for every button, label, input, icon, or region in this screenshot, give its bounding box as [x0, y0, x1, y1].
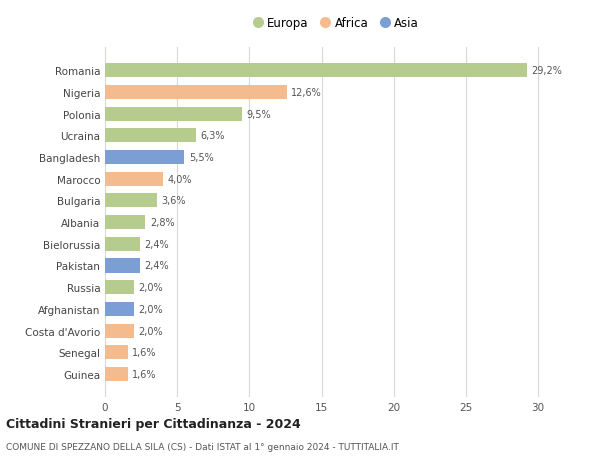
Text: 2,4%: 2,4%	[144, 261, 169, 271]
Bar	[105, 346, 128, 359]
Text: 9,5%: 9,5%	[247, 109, 271, 119]
Text: 2,0%: 2,0%	[138, 326, 163, 336]
Text: 2,4%: 2,4%	[144, 239, 169, 249]
Text: Cittadini Stranieri per Cittadinanza - 2024: Cittadini Stranieri per Cittadinanza - 2…	[6, 418, 301, 431]
Bar	[105, 280, 134, 295]
Text: 5,5%: 5,5%	[189, 153, 214, 162]
Text: 4,0%: 4,0%	[167, 174, 191, 185]
Text: 6,3%: 6,3%	[200, 131, 225, 141]
Text: 1,6%: 1,6%	[133, 369, 157, 379]
Bar	[105, 107, 242, 122]
Bar	[105, 64, 527, 78]
Bar	[105, 367, 128, 381]
Bar	[105, 129, 196, 143]
Text: 29,2%: 29,2%	[531, 66, 562, 76]
Text: 2,0%: 2,0%	[138, 283, 163, 292]
Bar	[105, 237, 140, 251]
Text: 2,0%: 2,0%	[138, 304, 163, 314]
Bar	[105, 302, 134, 316]
Text: 2,8%: 2,8%	[150, 218, 175, 228]
Text: 1,6%: 1,6%	[133, 347, 157, 358]
Text: 3,6%: 3,6%	[161, 196, 186, 206]
Bar	[105, 172, 163, 186]
Bar	[105, 86, 287, 100]
Bar	[105, 151, 184, 165]
Legend: Europa, Africa, Asia: Europa, Africa, Asia	[248, 12, 424, 34]
Text: 12,6%: 12,6%	[291, 88, 322, 98]
Text: COMUNE DI SPEZZANO DELLA SILA (CS) - Dati ISTAT al 1° gennaio 2024 - TUTTITALIA.: COMUNE DI SPEZZANO DELLA SILA (CS) - Dat…	[6, 442, 399, 451]
Bar	[105, 216, 145, 230]
Bar	[105, 194, 157, 208]
Bar	[105, 324, 134, 338]
Bar	[105, 259, 140, 273]
